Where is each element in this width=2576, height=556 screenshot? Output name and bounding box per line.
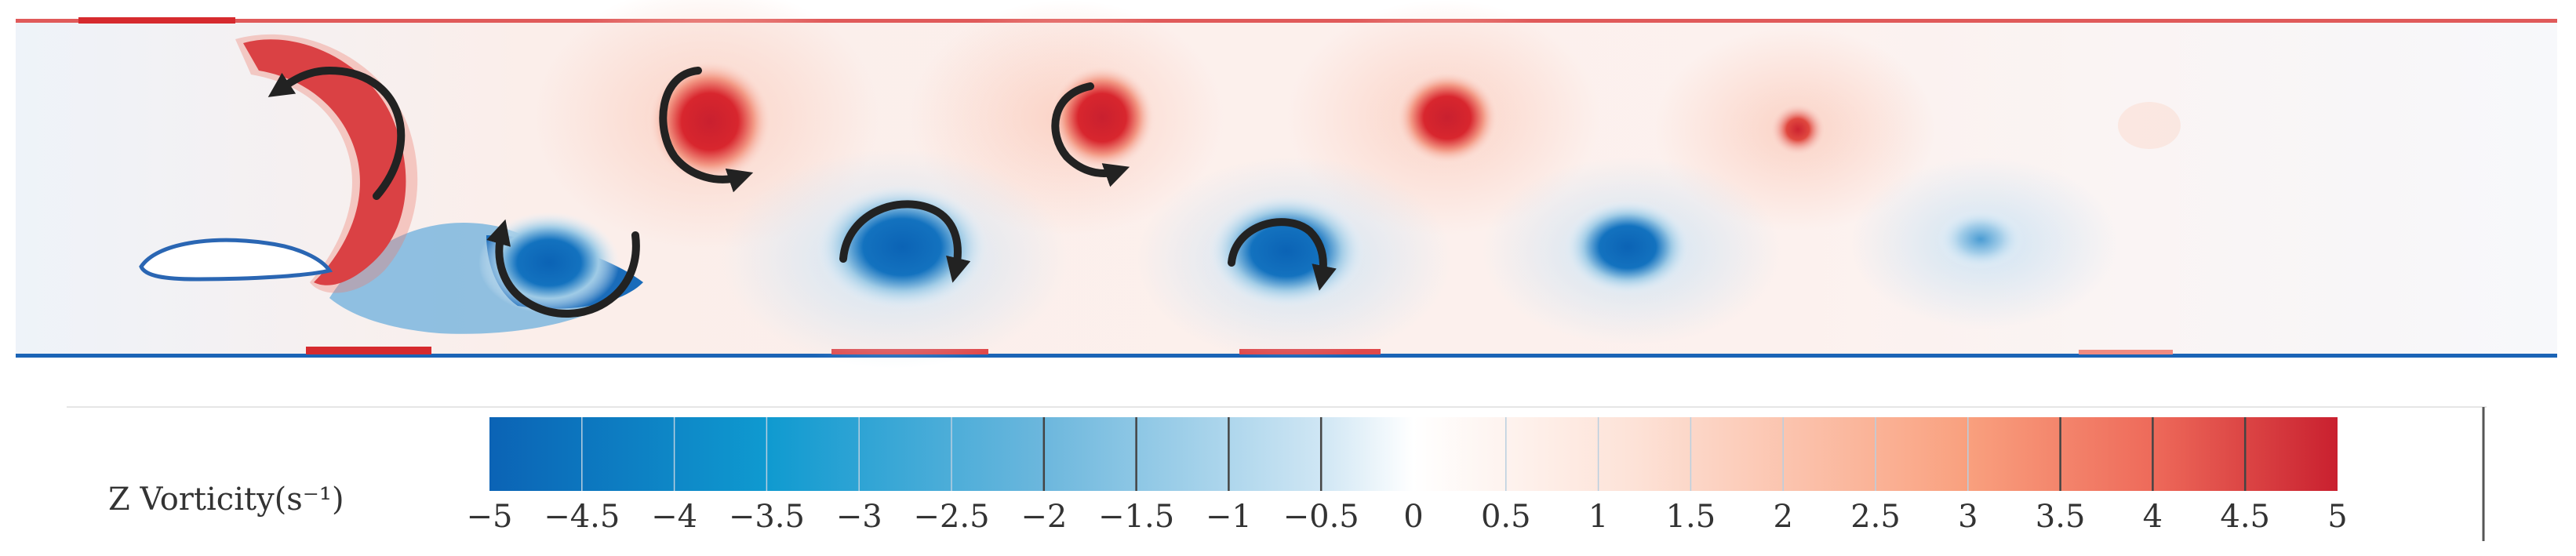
rotation-arrows: [267, 66, 1337, 318]
blue-vortex-4: [1565, 200, 1690, 294]
colorbar-tick-label: −2.5: [913, 499, 989, 535]
bottom-wall-red-spot-4: [2079, 350, 2173, 354]
rotation-arrow-1: [267, 66, 406, 200]
colorbar-dividers: [581, 417, 2247, 491]
colorbar-tick-label: −5: [467, 499, 513, 535]
colorbar-tick-label: −1: [1206, 499, 1252, 535]
colorbar-tick-label: −4: [651, 499, 697, 535]
colorbar-tick-label: −3.5: [729, 499, 805, 535]
leading-edge-red-vortex: [243, 39, 406, 285]
bottom-wall-red-spot-1: [306, 347, 431, 354]
colorbar-tick-label: 1: [1588, 499, 1608, 535]
vorticity-field: [16, 0, 2557, 369]
colorbar-tick-label: 0.5: [1481, 499, 1531, 535]
colorbar-tick-label: −1.5: [1098, 499, 1174, 535]
colorbar-tick-label: 4.5: [2220, 499, 2270, 535]
red-vortex-4: [1770, 103, 1826, 156]
colorbar: [489, 417, 2338, 491]
colorbar-label: Z Vorticity(s⁻¹): [108, 482, 344, 518]
red-vortex-5: [2118, 102, 2181, 149]
colorbar-tick-label: 4: [2143, 499, 2163, 535]
blue-vortex-5: [1937, 209, 2024, 269]
rotation-arrow-2: [659, 67, 754, 193]
colorbar-tick-label: 0: [1403, 499, 1423, 535]
colorbar-tick-label: −0.5: [1283, 499, 1359, 535]
rotation-arrow-4: [839, 200, 971, 283]
leading-edge-red-halo: [235, 34, 418, 293]
colorbar-tick-label: −3: [836, 499, 882, 535]
colorbar-tick-label: 3: [1958, 499, 1977, 535]
colorbar-tick-label: 1.5: [1666, 499, 1716, 535]
colorbar-legend: −5 −4.5 −4 −3.5 −3 −2.5 −2 −1.5 −1 −0.5 0 0.5 1 1.5 2 2…: [67, 406, 2487, 541]
colorbar-tick-label: −4.5: [544, 499, 620, 535]
colorbar-tick-label: 5: [2327, 499, 2347, 535]
rotation-arrow-5: [1051, 82, 1130, 187]
red-vortex-3: [1395, 71, 1499, 165]
colorbar-tick-label: −2: [1021, 499, 1067, 535]
rotation-arrow-6: [1228, 218, 1337, 291]
top-wall: [16, 19, 2557, 23]
airfoil: [139, 238, 333, 282]
red-vortex-1: [647, 59, 773, 184]
colorbar-tick-label: 2.5: [1850, 499, 1901, 535]
rotation-arrow-3: [486, 219, 640, 318]
top-wall-red-spot: [78, 17, 235, 24]
colorbar-tick-labels: −5 −4.5 −4 −3.5 −3 −2.5 −2 −1.5 −1 −0.5 0 0.5 1 1.5 2 2…: [467, 499, 2348, 535]
colorbar-tick-label: 2: [1773, 499, 1792, 535]
colorbar-tick-label: 3.5: [2036, 499, 2086, 535]
